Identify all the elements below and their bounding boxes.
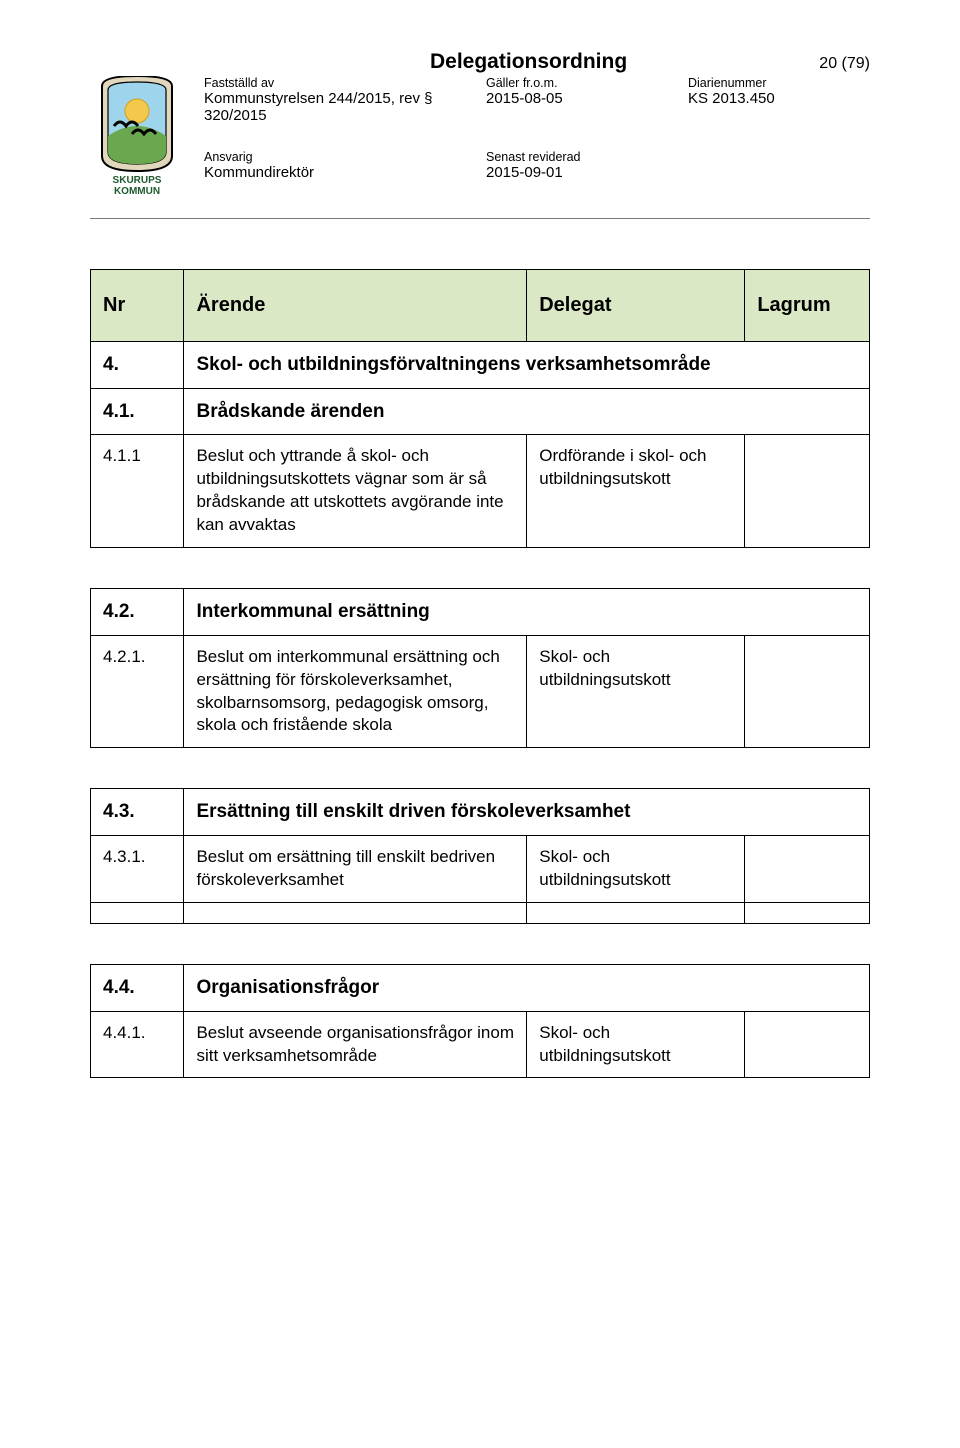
section-heading-row: 4.4. Organisationsfrågor: [91, 964, 870, 1011]
row-num: 4.2.1.: [91, 635, 184, 748]
hill-icon: [108, 126, 166, 164]
meta-c1-r2: Ansvarig Kommundirektör: [204, 150, 484, 196]
meta-val-faststalld: Kommunstyrelsen 244/2015, rev § 320/2015: [204, 90, 484, 124]
logo-text-bot: KOMMUN: [114, 186, 160, 196]
row-delegat: Skol- och utbildningsutskott: [527, 635, 745, 748]
table-section-4-4: 4.4. Organisationsfrågor 4.4.1. Beslut a…: [90, 964, 870, 1079]
col-nr: Nr: [91, 270, 184, 342]
meta-val-senast: 2015-09-01: [486, 164, 686, 181]
row-num: 4.4.1.: [91, 1011, 184, 1078]
section-num: 4.: [91, 342, 184, 389]
meta-val-ansvarig: Kommundirektör: [204, 164, 484, 181]
divider-line: [90, 218, 870, 219]
section-num: 4.3.: [91, 789, 184, 836]
section-title: Organisationsfrågor: [184, 964, 870, 1011]
row-lagrum: [745, 435, 870, 548]
subsection-num: 4.1.: [91, 388, 184, 435]
section-heading-row: 4.2. Interkommunal ersättning: [91, 589, 870, 636]
section-title: Interkommunal ersättning: [184, 589, 870, 636]
sun-icon: [125, 99, 149, 123]
section-title: Skol- och utbildningsförvaltningens verk…: [184, 342, 870, 389]
logo-svg: SKURUPS KOMMUN: [92, 76, 182, 196]
meta-c2-r2: Senast reviderad 2015-09-01: [486, 150, 686, 196]
table-row: 4.1.1 Beslut och yttrande å skol- och ut…: [91, 435, 870, 548]
document-header: Delegationsordning 20 (79): [90, 50, 870, 198]
row-num: 4.3.1.: [91, 836, 184, 903]
page: Delegationsordning 20 (79): [0, 0, 960, 1448]
table-section-4-2: 4.2. Interkommunal ersättning 4.2.1. Bes…: [90, 588, 870, 748]
section-heading-row: 4. Skol- och utbildningsförvaltningens v…: [91, 342, 870, 389]
meta-label-galler: Gäller fr.o.m.: [486, 76, 686, 90]
col-delegat: Delegat: [527, 270, 745, 342]
row-arende: Beslut om interkommunal ersättning och e…: [184, 635, 527, 748]
meta-label-faststalld: Fastställd av: [204, 76, 484, 90]
table-row: 4.4.1. Beslut avseende organisationsfråg…: [91, 1011, 870, 1078]
meta-c3-r1: Diarienummer KS 2013.450: [688, 76, 868, 148]
doc-title: Delegationsordning: [430, 50, 627, 74]
municipal-logo: SKURUPS KOMMUN: [92, 76, 182, 196]
meta-val-diarie: KS 2013.450: [688, 90, 868, 107]
table-section-4-1: Nr Ärende Delegat Lagrum 4. Skol- och ut…: [90, 269, 870, 548]
row-arende: Beslut och yttrande å skol- och utbildni…: [184, 435, 527, 548]
section-title: Ersättning till enskilt driven förskolev…: [184, 789, 870, 836]
row-arende: Beslut om ersättning till enskilt bedriv…: [184, 836, 527, 903]
meta-label-diarie: Diarienummer: [688, 76, 868, 90]
row-delegat: Ordförande i skol- och utbildningsutskot…: [527, 435, 745, 548]
header-top-line: Delegationsordning 20 (79): [90, 50, 870, 74]
meta-label-senast: Senast reviderad: [486, 150, 686, 164]
meta-c1-r1: Fastställd av Kommunstyrelsen 244/2015, …: [204, 76, 484, 148]
section-num: 4.4.: [91, 964, 184, 1011]
row-arende: Beslut avseende organisationsfrågor inom…: [184, 1011, 527, 1078]
col-lagrum: Lagrum: [745, 270, 870, 342]
row-delegat: Skol- och utbildningsutskott: [527, 836, 745, 903]
row-num: [91, 902, 184, 923]
meta-val-galler: 2015-08-05: [486, 90, 686, 107]
row-delegat: Skol- och utbildningsutskott: [527, 1011, 745, 1078]
logo-cell: SKURUPS KOMMUN: [92, 76, 202, 196]
meta-c3-r2: [688, 150, 868, 196]
table-row: 4.2.1. Beslut om interkommunal ersättnin…: [91, 635, 870, 748]
subsection-title: Brådskande ärenden: [184, 388, 870, 435]
section-num: 4.2.: [91, 589, 184, 636]
row-lagrum: [745, 1011, 870, 1078]
row-lagrum: [745, 902, 870, 923]
header-meta-table: SKURUPS KOMMUN Fastställd av Kommunstyre…: [90, 74, 870, 198]
subsection-heading-row: 4.1. Brådskande ärenden: [91, 388, 870, 435]
row-delegat: [527, 902, 745, 923]
table-header-row: Nr Ärende Delegat Lagrum: [91, 270, 870, 342]
row-arende: [184, 902, 527, 923]
section-heading-row: 4.3. Ersättning till enskilt driven förs…: [91, 789, 870, 836]
table-row: 4.3.1. Beslut om ersättning till enskilt…: [91, 836, 870, 903]
table-section-4-3: 4.3. Ersättning till enskilt driven förs…: [90, 788, 870, 924]
table-row: [91, 902, 870, 923]
row-lagrum: [745, 635, 870, 748]
col-arende: Ärende: [184, 270, 527, 342]
logo-text-top: SKURUPS: [113, 175, 162, 186]
meta-label-ansvarig: Ansvarig: [204, 150, 484, 164]
page-number: 20 (79): [819, 55, 870, 73]
row-lagrum: [745, 836, 870, 903]
meta-c2-r1: Gäller fr.o.m. 2015-08-05: [486, 76, 686, 148]
row-num: 4.1.1: [91, 435, 184, 548]
